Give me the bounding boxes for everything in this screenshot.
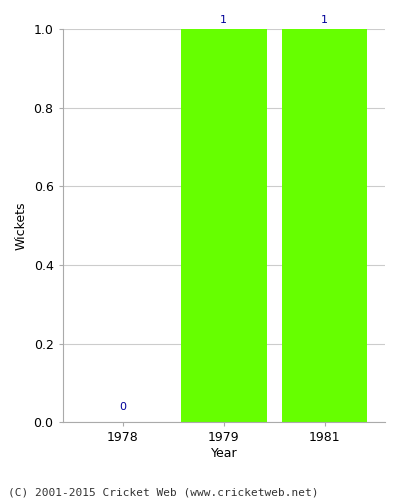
Text: 1: 1 — [220, 15, 227, 25]
Y-axis label: Wickets: Wickets — [15, 202, 28, 250]
X-axis label: Year: Year — [210, 447, 237, 460]
Text: 0: 0 — [120, 402, 126, 412]
Bar — [282, 29, 367, 422]
Bar — [181, 29, 267, 422]
Text: 1: 1 — [321, 15, 328, 25]
Text: (C) 2001-2015 Cricket Web (www.cricketweb.net): (C) 2001-2015 Cricket Web (www.cricketwe… — [8, 488, 318, 498]
